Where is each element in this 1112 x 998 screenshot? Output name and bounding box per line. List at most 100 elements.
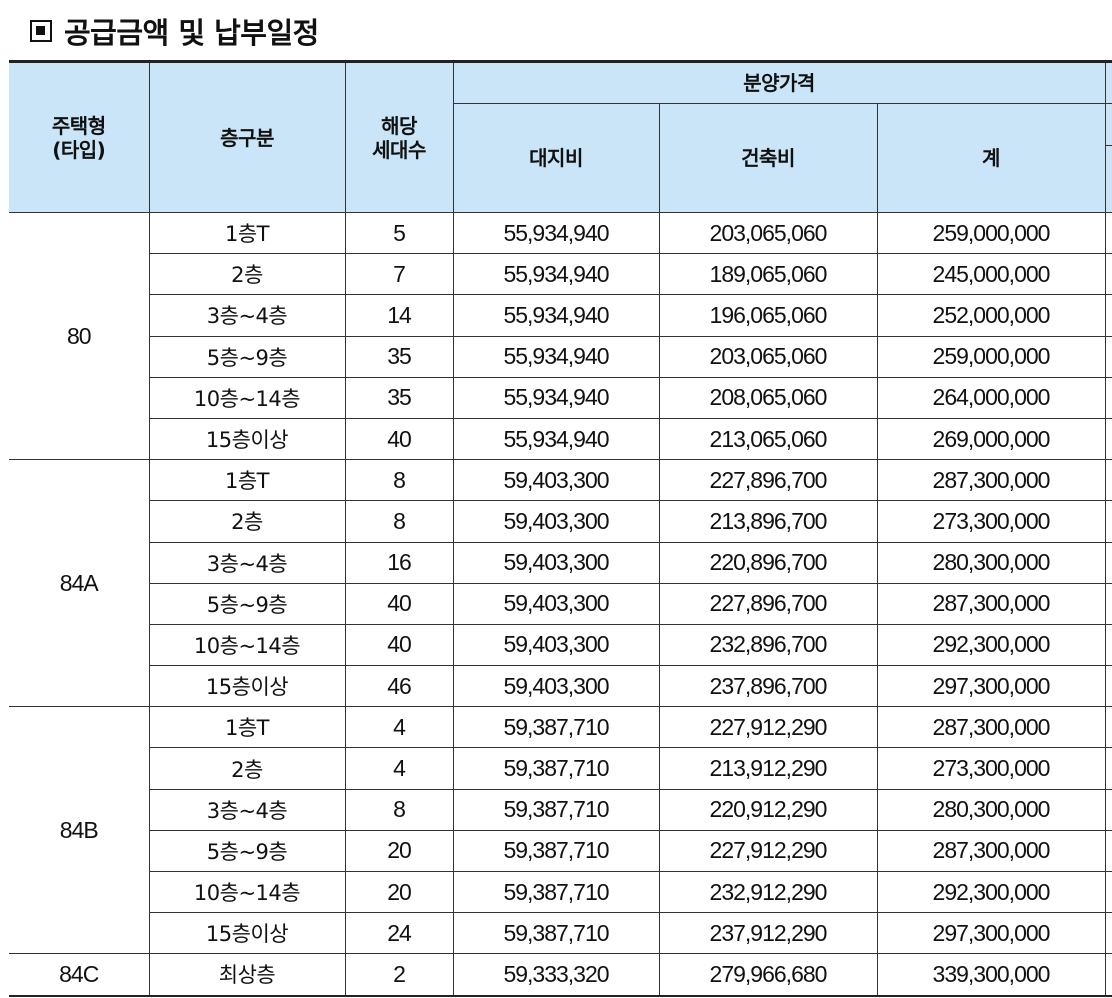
table-row: 2층 4 59,387,710 213,912,290 273,300,000 [9, 747, 1112, 790]
cell-total: 280,300,000 [876, 788, 1106, 831]
cell-building: 196,065,060 [658, 294, 878, 337]
table-row: 10층~14층 40 59,403,300 232,896,700 292,300,00… [9, 623, 1112, 667]
cell-building: 227,896,700 [658, 459, 878, 502]
cell-overflow [1104, 541, 1112, 584]
table-row: 84C 최상층 2 59,333,320 279,966,680 339,300,000 [9, 953, 1112, 997]
cell-building: 189,065,060 [658, 253, 878, 296]
header-units-label: 해당 세대수 [372, 113, 426, 162]
cell-total: 297,300,000 [876, 665, 1106, 708]
cell-land: 59,387,710 [452, 912, 660, 955]
cell-total: 259,000,000 [876, 335, 1106, 378]
cell-floor: 5층~9층 [149, 582, 346, 625]
cell-floor: 3층~4층 [149, 541, 346, 584]
cell-total: 264,000,000 [876, 376, 1106, 419]
cell-units: 4 [344, 706, 454, 749]
cell-units: 2 [344, 953, 454, 997]
cell-overflow [1104, 417, 1112, 461]
cell-floor: 2층 [149, 747, 346, 790]
header-land: 대지비 [453, 103, 660, 213]
cell-land: 59,403,300 [452, 582, 660, 625]
cell-total: 273,300,000 [876, 747, 1106, 790]
cell-overflow [1104, 500, 1112, 543]
table-row: 15층이상 46 59,403,300 237,896,700 297,300,000 [9, 665, 1112, 708]
cell-overflow [1104, 706, 1112, 749]
cell-units: 40 [344, 417, 454, 461]
header-building: 건축비 [658, 103, 878, 213]
cell-units: 16 [344, 541, 454, 584]
cell-building: 208,065,060 [658, 376, 878, 419]
cell-units: 20 [344, 870, 454, 914]
table-row: 5층~9층 35 55,934,940 203,065,060 259,000,000 [9, 335, 1112, 378]
cell-total: 245,000,000 [876, 253, 1106, 296]
cell-overflow [1104, 335, 1112, 378]
cell-overflow [1104, 912, 1112, 955]
cell-building: 232,912,290 [658, 870, 878, 914]
cell-type: 80 [9, 211, 150, 461]
cell-total: 269,000,000 [876, 417, 1106, 461]
cell-type: 84A [9, 459, 150, 708]
cell-overflow [1104, 459, 1112, 502]
cell-units: 35 [344, 376, 454, 419]
table-row: 10층~14층 35 55,934,940 208,065,060 264,000,00… [9, 376, 1112, 419]
cell-units: 8 [344, 459, 454, 502]
page-title-text: 공급금액 및 납부일정 [64, 16, 319, 50]
table-row: 15층이상 24 59,387,710 237,912,290 297,300,000 [9, 912, 1112, 955]
cell-units: 4 [344, 747, 454, 790]
cell-building: 213,065,060 [658, 417, 878, 461]
cell-floor: 5층~9층 [149, 335, 346, 378]
cell-building: 220,896,700 [658, 541, 878, 584]
cell-total: 273,300,000 [876, 500, 1106, 543]
cell-type: 84B [9, 706, 150, 955]
cell-building: 213,896,700 [658, 500, 878, 543]
cell-building: 232,896,700 [658, 623, 878, 667]
cell-floor: 10층~14층 [149, 870, 346, 914]
cell-units: 24 [344, 912, 454, 955]
cell-overflow [1104, 665, 1112, 708]
cell-total: 287,300,000 [876, 459, 1106, 502]
cell-floor: 1층T [148, 459, 346, 502]
cell-overflow [1104, 829, 1112, 873]
cell-total: 292,300,000 [876, 870, 1106, 914]
table-row: 2층 8 59,403,300 213,896,700 273,300,000 [9, 500, 1112, 543]
cell-land: 55,934,940 [452, 294, 660, 337]
cell-floor: 15층이상 [149, 417, 346, 461]
cell-total: 287,300,000 [876, 829, 1106, 873]
cell-floor: 3층~4층 [149, 294, 346, 337]
header-type: 주택형 (타입) [9, 60, 150, 213]
cell-floor: 1층T [148, 706, 346, 749]
cell-floor: 10층~14층 [149, 376, 346, 419]
cell-units: 35 [344, 335, 454, 378]
cell-overflow [1104, 211, 1112, 255]
table-row: 3층~4층 16 59,403,300 220,896,700 280,300,000 [9, 541, 1112, 584]
cell-units: 7 [344, 253, 454, 296]
cell-floor: 15층이상 [149, 665, 346, 708]
cell-overflow [1104, 253, 1112, 296]
cell-land: 59,333,320 [452, 953, 660, 997]
cell-land: 59,403,300 [452, 500, 660, 543]
cell-floor: 1층T [148, 211, 346, 255]
cell-total: 259,000,000 [876, 211, 1106, 255]
cell-floor: 5층~9층 [149, 829, 346, 873]
table-row: 84B 1층T 4 59,387,710 227,912,290 287,300,000 [9, 706, 1112, 955]
cell-building: 213,912,290 [658, 747, 878, 790]
cell-land: 55,934,940 [452, 335, 660, 378]
page-title: 공급금액 및 납부일정 [30, 6, 319, 56]
cell-building: 227,896,700 [658, 582, 878, 625]
table-row: 84A 1층T 8 59,403,300 227,896,700 287,300,000 [9, 459, 1112, 708]
cell-land: 59,387,710 [452, 870, 660, 914]
table-row: 15층이상 40 55,934,940 213,065,060 269,000,000 [9, 417, 1112, 461]
cell-building: 227,912,290 [658, 706, 878, 749]
cell-units: 8 [344, 500, 454, 543]
cell-building: 227,912,290 [658, 829, 878, 873]
cell-units: 5 [344, 211, 454, 255]
cell-overflow [1104, 788, 1112, 831]
cell-building: 203,065,060 [658, 335, 878, 378]
cell-land: 59,387,710 [452, 706, 660, 749]
cell-type: 84C [9, 953, 150, 997]
cell-units: 20 [344, 829, 454, 873]
cell-building: 237,912,290 [658, 912, 878, 955]
cell-land: 55,934,940 [452, 211, 660, 255]
cell-floor: 10층~14층 [149, 623, 346, 667]
cell-total: 252,000,000 [876, 294, 1106, 337]
cell-floor: 15층이상 [149, 912, 346, 955]
